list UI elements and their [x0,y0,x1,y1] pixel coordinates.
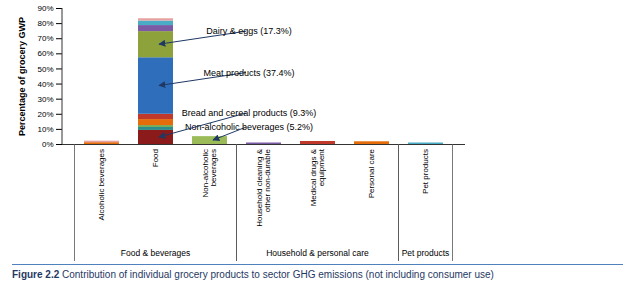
html-text:Figure 2.2 Contribution of ind: Figure 2.2 Contribution of individual gr… [12,269,494,280]
svg-text:Household cleaning &other non-: Household cleaning &other non-durable [255,148,272,226]
svg-text:70%: 70% [37,34,53,43]
svg-text:60%: 60% [37,49,53,58]
svg-text:30%: 30% [37,95,53,104]
svg-text:Dairy & eggs (17.3%): Dairy & eggs (17.3%) [206,26,292,36]
svg-text:80%: 80% [37,19,53,28]
svg-text:Percentage of grocery GWP: Percentage of grocery GWP [17,17,27,136]
svg-text:20%: 20% [37,110,53,119]
svg-text:Food: Food [151,149,160,167]
svg-text:Pet products: Pet products [421,149,430,194]
svg-text:Household & personal care: Household & personal care [266,248,369,258]
svg-text:Medical drugs &equipment: Medical drugs &equipment [309,148,326,206]
svg-text:Food & beverages: Food & beverages [121,248,190,258]
svg-text:Non-alcoholicbeverages: Non-alcoholicbeverages [201,149,218,197]
svg-text:50%: 50% [37,65,53,74]
svg-text:10%: 10% [37,125,53,134]
svg-text:Pet products: Pet products [402,248,450,258]
svg-text:Personal care: Personal care [367,148,376,198]
svg-text:Meat products (37.4%): Meat products (37.4%) [203,68,294,78]
svg-text:Non-alcoholic beverages (5.2%): Non-alcoholic beverages (5.2%) [185,122,313,132]
svg-text:0%: 0% [42,140,54,149]
svg-text:40%: 40% [37,80,53,89]
svg-text:Bread and cereal products (9.3: Bread and cereal products (9.3%) [182,108,317,118]
svg-text:90%: 90% [37,4,53,13]
svg-text:Alcoholic beverages: Alcoholic beverages [97,149,106,221]
